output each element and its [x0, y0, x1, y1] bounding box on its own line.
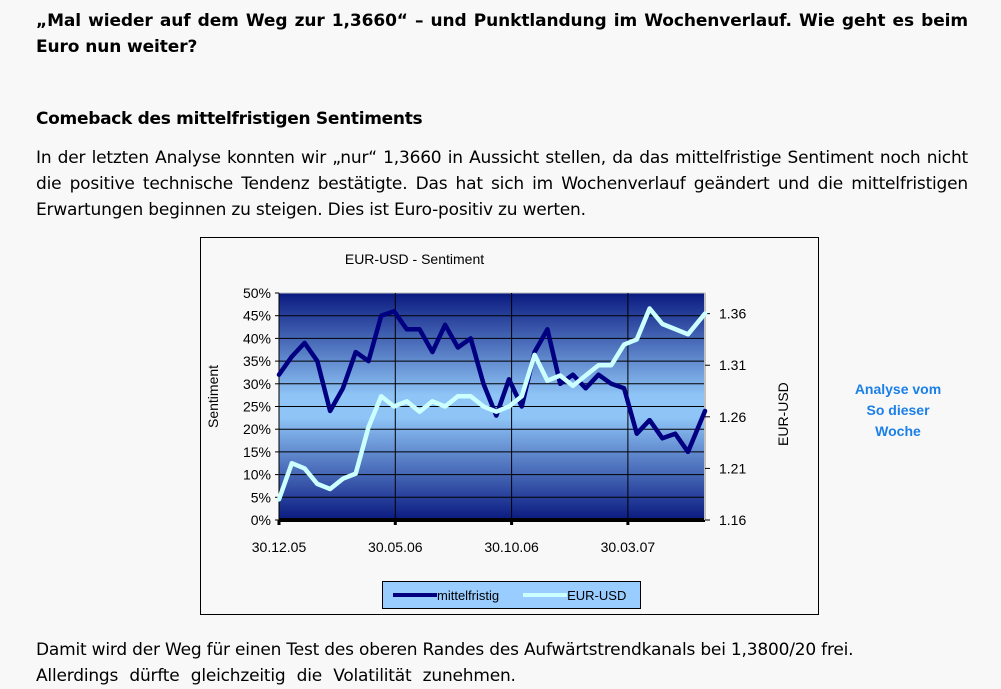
- y2-tick-label: 1.21: [719, 460, 746, 476]
- note-line: Woche: [875, 423, 921, 439]
- legend-label: EUR-USD: [567, 587, 627, 603]
- series-line-mittelfristig: [276, 308, 708, 455]
- legend-swatch-dark-blue: [393, 593, 437, 597]
- chart-title: EUR-USD - Sentiment: [344, 251, 485, 267]
- y-tick-label: 20%: [243, 421, 271, 437]
- paragraph-outlook: Damit wird der Weg für einen Test des ob…: [36, 637, 968, 689]
- series-line-eur-usd: [276, 306, 708, 502]
- y2-tick-label: 1.16: [719, 512, 746, 528]
- note-line: So dieser: [866, 402, 930, 418]
- legend-item-mittelfristig: mittelfristig: [393, 588, 499, 603]
- y-tick-label: 30%: [243, 376, 271, 392]
- x-tick-label: 30.05.06: [368, 539, 423, 555]
- analysis-note: Analyse vom So dieser Woche: [838, 379, 958, 442]
- y2-tick-label: 1.26: [719, 409, 746, 425]
- legend-label: mittelfristig: [437, 587, 500, 603]
- note-line: Analyse vom: [854, 381, 942, 397]
- sentiment-chart: EUR-USD - Sentiment Sentiment EUR-USD 0%…: [200, 237, 819, 615]
- article-headline: „Mal wieder auf dem Weg zur 1,3660“ – un…: [36, 11, 968, 57]
- x-tick-label: 30.12.05: [252, 539, 307, 555]
- x-tick-label: 30.03.07: [601, 539, 656, 555]
- y-tick-label: 0%: [251, 512, 271, 528]
- y-tick-label: 35%: [243, 353, 271, 369]
- legend-swatch-light-cyan: [523, 593, 568, 597]
- chart-legend: mittelfristig EUR-USD: [382, 581, 641, 609]
- y-tick-label: 40%: [243, 330, 271, 346]
- y-tick-label: 15%: [243, 444, 271, 460]
- y-tick-label: 25%: [243, 399, 271, 415]
- legend-item-eur-usd: EUR-USD: [523, 588, 626, 603]
- section-heading: Comeback des mittelfristigen Sentiments: [36, 109, 423, 129]
- y-tick-label: 45%: [243, 308, 271, 324]
- y2-tick-label: 1.36: [719, 306, 746, 322]
- y-tick-label: 10%: [243, 467, 271, 483]
- y-tick-label: 5%: [251, 489, 271, 505]
- y-tick-label: 50%: [243, 285, 271, 301]
- outlook-line-2: Allerdings dürfte gleichzeitig die Volat…: [36, 666, 516, 686]
- x-tick-label: 30.10.06: [484, 539, 539, 555]
- chart-plot-area: 0% 5% 10% 15% 20% 25% 30% 35% 40% 45% 50% 30.12.05 3…: [243, 285, 746, 555]
- outlook-line-1: Damit wird der Weg für einen Test des ob…: [36, 640, 854, 660]
- y2-tick-label: 1.31: [719, 357, 746, 373]
- paragraph-intro: In der letzten Analyse konnten wir „nur“…: [36, 148, 968, 220]
